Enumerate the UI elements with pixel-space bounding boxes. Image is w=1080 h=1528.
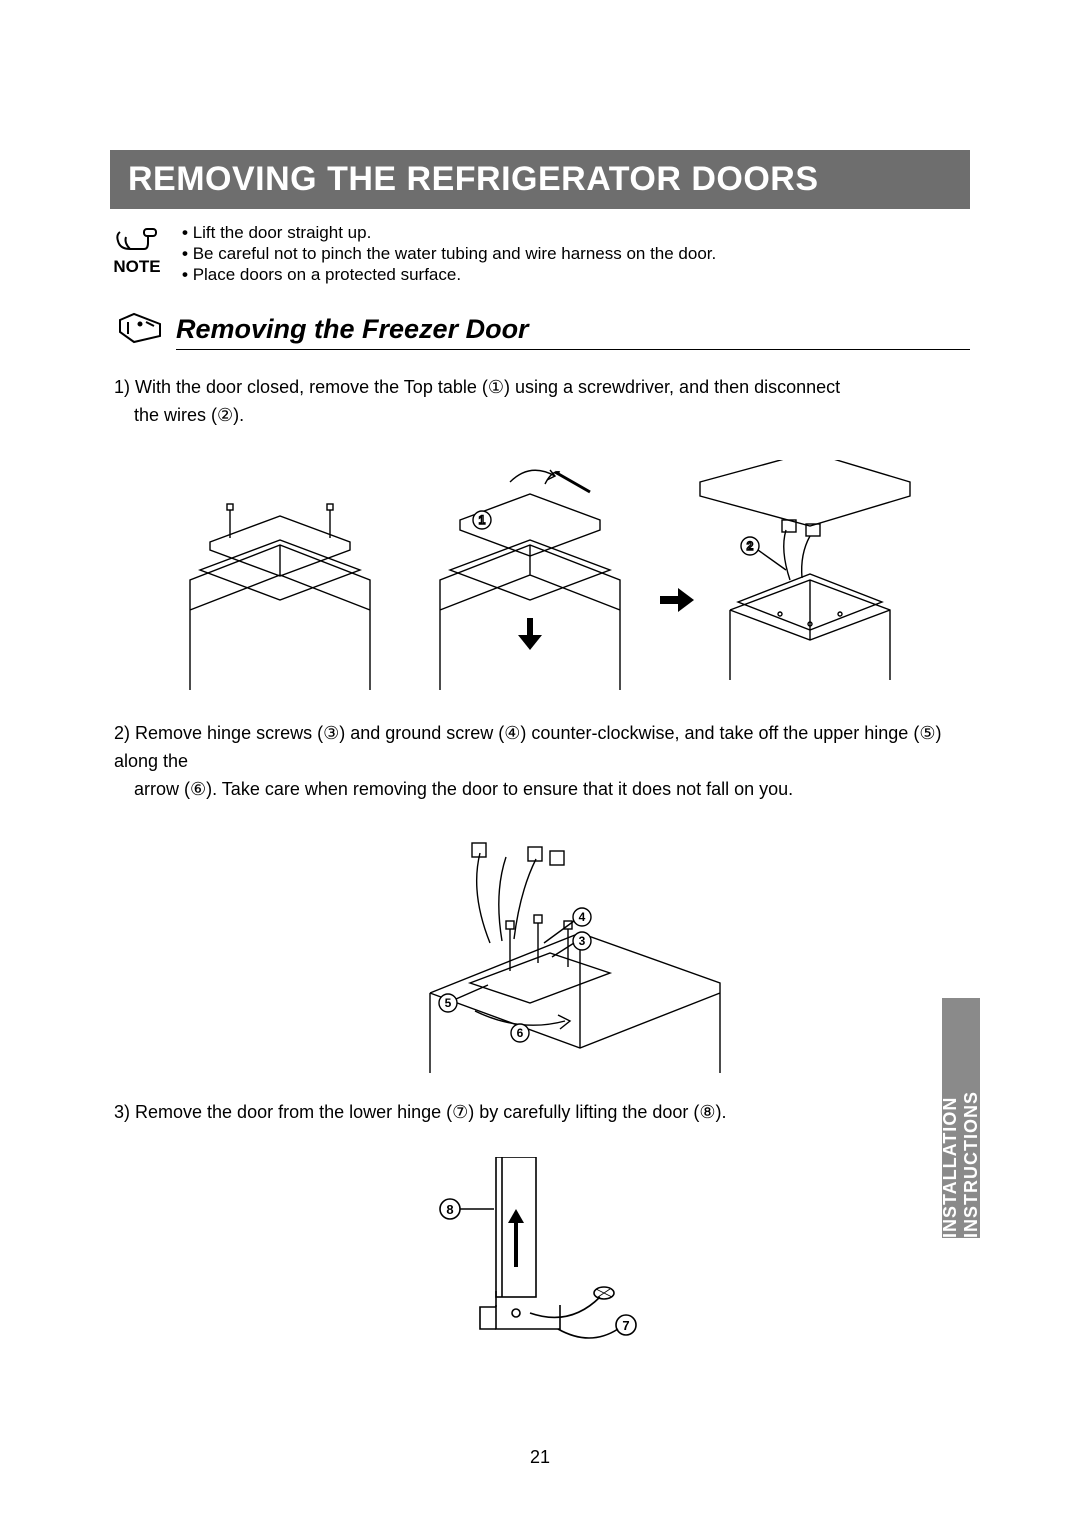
note-text: Lift the door straight up. Be careful no…	[178, 221, 716, 286]
callout-2: 2	[747, 539, 754, 553]
step-line: the wires (②).	[134, 405, 244, 425]
callout-6: 6	[517, 1026, 524, 1040]
step-2-text: 2) Remove hinge screws (③) and ground sc…	[114, 720, 970, 804]
note-block: NOTE Lift the door straight up. Be caref…	[110, 221, 970, 286]
hand-point-icon	[114, 221, 160, 255]
page-number: 21	[0, 1447, 1080, 1468]
page-title: REMOVING THE REFRIGERATOR DOORS	[110, 150, 970, 209]
callout-3: 3	[579, 934, 586, 948]
note-item: Place doors on a protected surface.	[182, 265, 716, 285]
note-label: NOTE	[113, 257, 160, 277]
hand-point-icon	[110, 312, 164, 352]
figure-2: 4 3 5 6	[110, 833, 970, 1073]
side-tab: INSTALLATION INSTRUCTIONS	[942, 998, 980, 1238]
section-title: Removing the Freezer Door	[176, 314, 970, 350]
figure-3: 8 7	[110, 1157, 970, 1357]
callout-4: 4	[579, 910, 586, 924]
step-1-text: 1) With the door closed, remove the Top …	[114, 374, 970, 430]
step-line: 1) With the door closed, remove the Top …	[114, 377, 840, 397]
step-line: arrow (⑥). Take care when removing the d…	[134, 779, 793, 799]
figure-1: 1	[110, 460, 970, 690]
callout-1: 1	[479, 513, 486, 527]
callout-7: 7	[622, 1318, 629, 1333]
callout-5: 5	[445, 996, 452, 1010]
step-line: 3) Remove the door from the lower hinge …	[114, 1102, 727, 1122]
step-line: 2) Remove hinge screws (③) and ground sc…	[114, 723, 941, 771]
callout-8: 8	[446, 1202, 453, 1217]
note-item: Be careful not to pinch the water tubing…	[182, 244, 716, 264]
step-3-text: 3) Remove the door from the lower hinge …	[114, 1099, 970, 1127]
note-item: Lift the door straight up.	[182, 223, 716, 243]
